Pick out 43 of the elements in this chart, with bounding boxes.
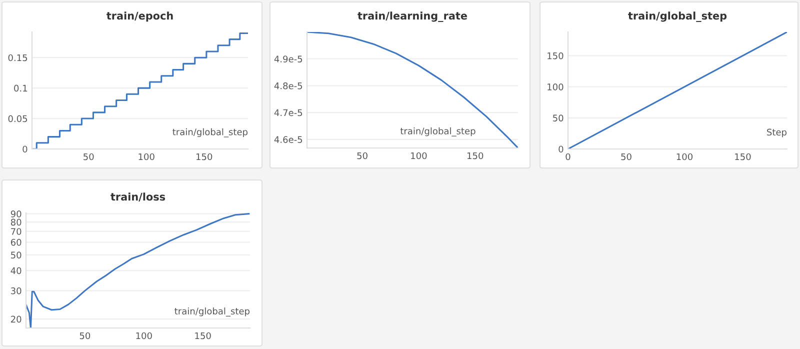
x-tick-label: 100 [676, 153, 693, 160]
x-tick-label: 50 [84, 153, 94, 160]
x-tick-label: 50 [621, 153, 632, 160]
x-axis-title: Step [767, 128, 787, 138]
y-tick-label: 0 [22, 146, 28, 153]
x-tick-label: 150 [468, 152, 484, 160]
y-tick-label: 30 [11, 287, 22, 294]
x-tick-label: 0 [566, 153, 570, 160]
x-axis-title: train/global_step [174, 308, 250, 316]
x-tick-label: 100 [138, 153, 154, 160]
y-tick-label: 0.1 [14, 84, 27, 92]
y-tick-label: 4.6e-5 [274, 136, 302, 143]
x-tick-label: 100 [136, 332, 152, 340]
y-tick-label: 50 [553, 114, 564, 122]
y-tick-label: 100 [548, 83, 564, 90]
y-tick-label: 4.9e-5 [274, 56, 302, 62]
y-tick-label: 20 [11, 316, 22, 323]
chart-title: train/epoch [106, 12, 173, 22]
line-series [26, 213, 250, 328]
x-axis-title: train/global_step [400, 127, 476, 136]
y-tick-label: 4.7e-5 [274, 109, 302, 116]
y-tick-label: 0 [558, 146, 564, 153]
line-series [307, 32, 518, 148]
y-tick-label: 4.8e-5 [274, 82, 302, 90]
chart-title: train/loss [110, 192, 166, 202]
x-tick-label: 150 [196, 153, 212, 160]
x-tick-label: 100 [411, 152, 427, 160]
x-tick-label: 150 [195, 332, 211, 340]
y-tick-label: 90 [10, 210, 22, 218]
y-tick-label: 80 [10, 218, 22, 226]
y-tick-label: 40 [10, 267, 22, 274]
y-tick-label: 60 [10, 238, 22, 246]
x-tick-label: 50 [80, 332, 90, 340]
x-axis-title: train/global_step [172, 128, 248, 138]
y-tick-label: 0.15 [8, 54, 28, 62]
chart-title: train/global_step [628, 12, 727, 22]
x-tick-label: 150 [735, 153, 751, 160]
y-tick-label: 70 [11, 228, 22, 235]
y-tick-label: 150 [548, 52, 564, 60]
chart-title: train/learning_rate [358, 12, 468, 22]
x-tick-label: 50 [357, 152, 368, 160]
y-tick-label: 50 [11, 252, 22, 258]
y-tick-label: 0.05 [8, 115, 28, 122]
